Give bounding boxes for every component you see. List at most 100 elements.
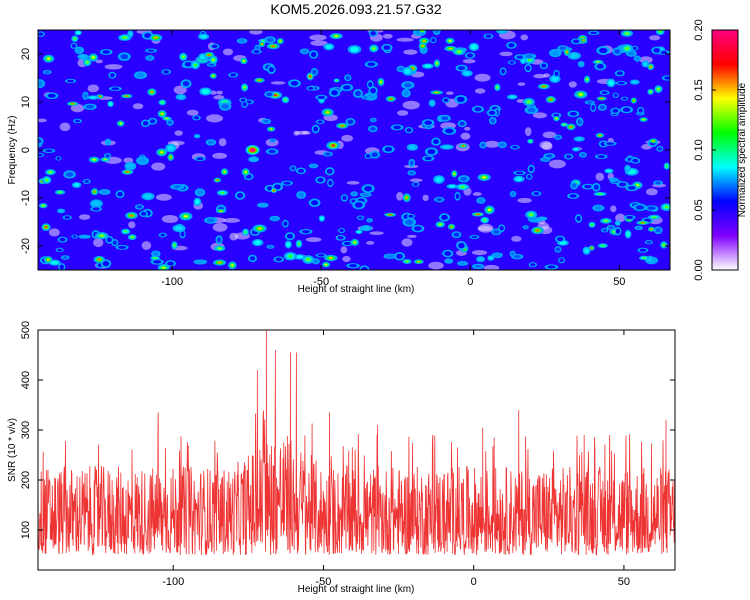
heatmap-cell bbox=[652, 216, 657, 218]
heatmap-cell bbox=[584, 184, 592, 189]
heatmap-cell bbox=[464, 126, 471, 131]
heatmap-cell bbox=[541, 142, 553, 151]
heatmap-cell bbox=[362, 96, 368, 99]
heatmap-cell bbox=[632, 158, 639, 163]
heatmap-cell bbox=[515, 171, 524, 175]
heatmap-cell bbox=[212, 74, 215, 77]
heatmap-cell bbox=[196, 260, 205, 264]
heatmap-cell bbox=[649, 65, 652, 68]
heatmap-cell bbox=[342, 85, 351, 90]
heatmap-cell bbox=[64, 216, 71, 219]
y-tick-label: 400 bbox=[20, 371, 32, 389]
heatmap-cell bbox=[484, 140, 500, 148]
heatmap-cell bbox=[293, 130, 300, 136]
heatmap-cell bbox=[443, 98, 449, 103]
heatmap-cell bbox=[161, 214, 179, 224]
heatmap-cell bbox=[286, 242, 291, 247]
x-tick-label: 50 bbox=[613, 276, 625, 288]
heatmap-cell bbox=[340, 246, 348, 254]
heatmap-cell bbox=[128, 31, 133, 37]
heatmap-cell bbox=[542, 131, 557, 139]
heatmap-cell bbox=[371, 152, 378, 158]
heatmap-cell bbox=[305, 237, 322, 243]
heatmap-cell bbox=[183, 215, 188, 218]
heatmap-cell bbox=[651, 140, 655, 142]
heatmap-cell bbox=[393, 125, 401, 130]
heatmap-cell bbox=[445, 91, 454, 95]
heatmap-cell bbox=[65, 171, 74, 177]
heatmap-cell bbox=[217, 247, 222, 250]
heatmap-cell bbox=[167, 261, 174, 266]
heatmap-cell bbox=[129, 214, 134, 217]
heatmap-cell bbox=[460, 176, 468, 181]
heatmap-cell bbox=[309, 34, 327, 41]
heatmap-cell bbox=[640, 222, 645, 224]
heatmap-cell bbox=[632, 99, 635, 102]
heatmap-cell bbox=[516, 55, 523, 60]
heatmap-cell bbox=[160, 112, 164, 115]
heatmap-cell bbox=[119, 122, 122, 125]
heatmap-cell bbox=[92, 207, 100, 211]
heatmap-cell bbox=[177, 95, 185, 99]
heatmap-cell bbox=[259, 203, 267, 207]
heatmap-cell bbox=[103, 158, 107, 161]
heatmap-cell bbox=[554, 71, 559, 76]
heatmap-cell bbox=[163, 70, 170, 74]
heatmap-cell bbox=[286, 233, 294, 239]
heatmap-cell bbox=[236, 192, 244, 199]
heatmap-cell bbox=[655, 181, 662, 185]
heatmap-cell bbox=[529, 140, 532, 143]
heatmap-cell bbox=[517, 82, 526, 86]
heatmap-cell bbox=[312, 69, 317, 75]
heatmap-cell bbox=[250, 157, 257, 162]
heatmap-cell bbox=[230, 73, 237, 77]
heatmap-cell bbox=[428, 261, 444, 270]
heatmap-cell bbox=[142, 121, 149, 126]
heatmap-cell bbox=[345, 75, 350, 80]
heatmap-cell bbox=[284, 98, 287, 101]
heatmap-cell bbox=[73, 183, 80, 187]
heatmap-cell bbox=[153, 257, 157, 259]
heatmap-cell bbox=[341, 134, 354, 142]
heatmap-cell bbox=[244, 230, 247, 234]
heatmap-cell bbox=[516, 99, 525, 103]
heatmap-cell bbox=[47, 93, 56, 98]
heatmap-cell bbox=[551, 76, 559, 82]
heatmap-cell bbox=[470, 44, 478, 50]
heatmap-cell bbox=[591, 105, 596, 111]
heatmap-cell bbox=[559, 258, 564, 263]
heatmap-cell bbox=[335, 79, 338, 82]
heatmap-cell bbox=[597, 155, 605, 158]
heatmap-cell bbox=[128, 221, 136, 229]
heatmap-cell bbox=[533, 192, 540, 196]
heatmap-cell bbox=[510, 251, 515, 256]
heatmap-cell bbox=[577, 119, 582, 125]
heatmap-cell bbox=[409, 171, 415, 175]
heatmap-cell bbox=[407, 234, 417, 238]
snr-series-line bbox=[38, 330, 675, 556]
heatmap-cell bbox=[105, 154, 110, 158]
heatmap-cell bbox=[125, 171, 130, 173]
heatmap-cell bbox=[441, 116, 449, 121]
heatmap-cell bbox=[325, 111, 330, 114]
heatmap-cell bbox=[372, 47, 376, 50]
heatmap-cell bbox=[409, 178, 423, 182]
colorbar: 0.00 0.05 0.10 0.15 0.20 Normalized spectral… bbox=[693, 19, 748, 280]
heatmap-cell bbox=[313, 259, 319, 264]
heatmap-cell bbox=[308, 86, 314, 90]
heatmap-cell bbox=[111, 87, 120, 90]
heatmap-cell bbox=[44, 70, 50, 74]
heatmap-cell bbox=[650, 228, 653, 230]
heatmap-cell bbox=[435, 176, 443, 183]
heatmap-cell bbox=[201, 89, 210, 94]
y-tick-label: 200 bbox=[20, 471, 32, 489]
heatmap-cell bbox=[118, 245, 127, 249]
heatmap-cell bbox=[594, 205, 603, 211]
heatmap-cell bbox=[590, 223, 594, 226]
heatmap-cell bbox=[553, 113, 560, 117]
heatmap-cell bbox=[249, 30, 263, 35]
heatmap-cell bbox=[584, 248, 589, 254]
heatmap-cell bbox=[557, 236, 564, 242]
heatmap-cell bbox=[384, 146, 393, 152]
